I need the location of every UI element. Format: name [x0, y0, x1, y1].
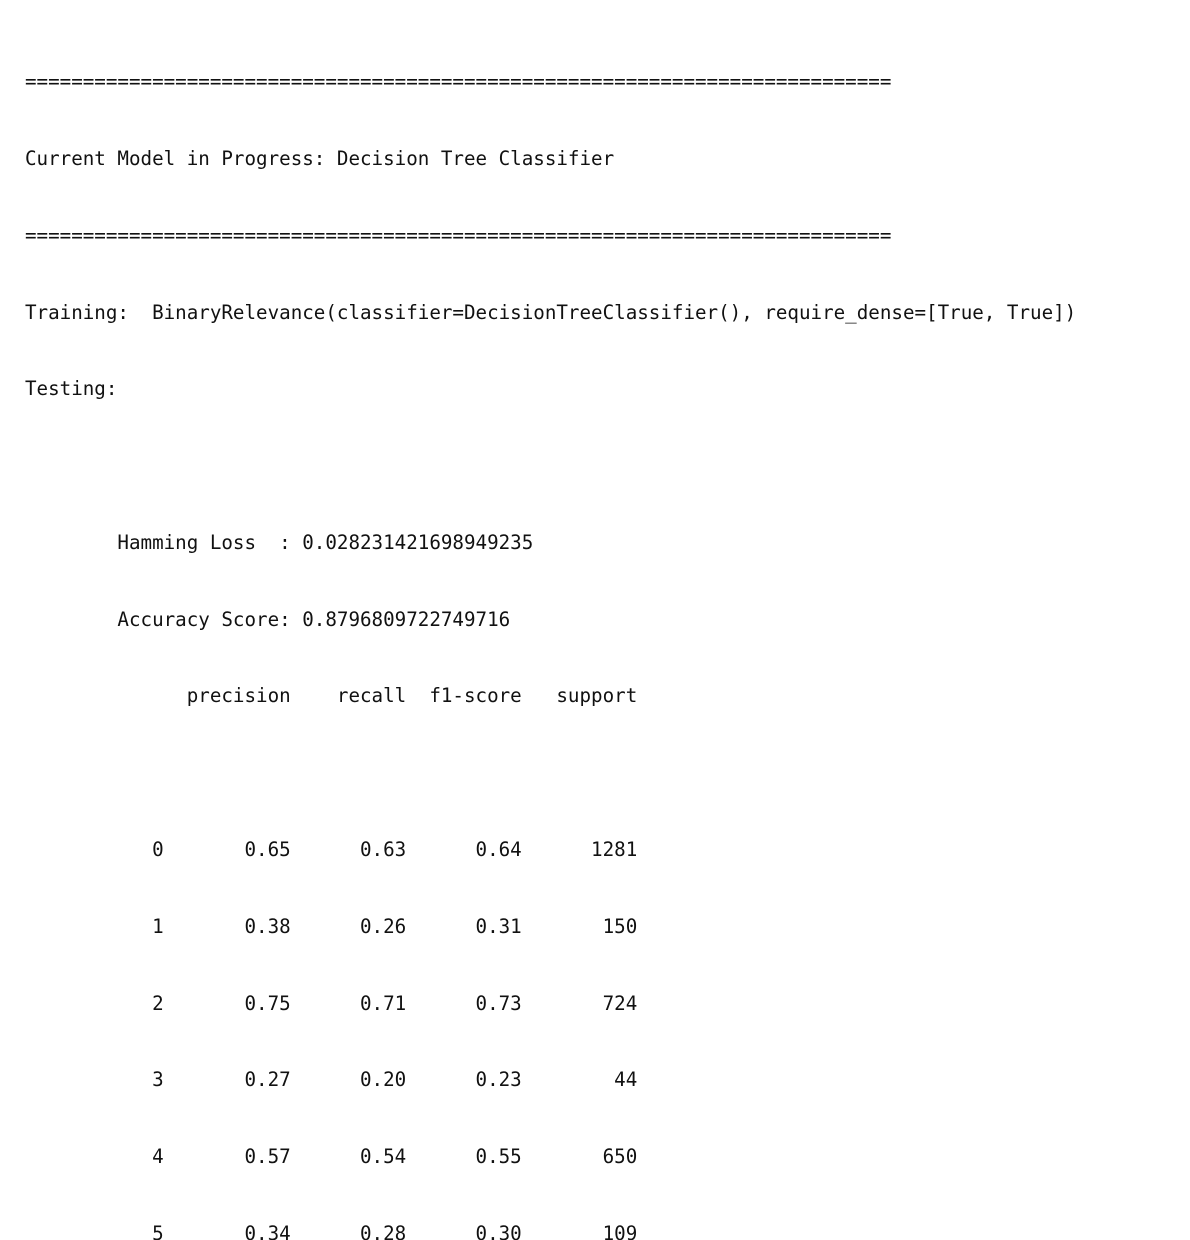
report-row-class-2: 2 0.75 0.71 0.73 724 — [25, 991, 638, 1015]
training-line: Training: BinaryRelevance(classifier=Dec… — [25, 300, 1077, 324]
accuracy-score-line: Accuracy Score: 0.8796809722749716 — [25, 607, 511, 631]
blank-line — [25, 760, 1076, 786]
report-row-class-3: 3 0.27 0.20 0.23 44 — [25, 1068, 638, 1092]
hamming-loss-line: Hamming Loss : 0.028231421698949235 — [25, 530, 534, 554]
model-progress-header: Current Model in Progress: Decision Tree… — [25, 146, 615, 170]
separator-line: ========================================… — [25, 223, 892, 247]
separator-line: ========================================… — [25, 70, 892, 94]
notebook-cell-output: ========================================… — [25, 18, 1076, 1240]
classification-report-header: precision recall f1-score support — [25, 684, 638, 708]
report-row-class-5: 5 0.34 0.28 0.30 109 — [25, 1221, 638, 1240]
report-row-class-4: 4 0.57 0.54 0.55 650 — [25, 1145, 638, 1169]
testing-line: Testing: — [25, 377, 118, 401]
blank-line — [25, 453, 1076, 479]
report-row-class-0: 0 0.65 0.63 0.64 1281 — [25, 838, 638, 861]
report-row-class-1: 1 0.38 0.26 0.31 150 — [25, 914, 638, 938]
